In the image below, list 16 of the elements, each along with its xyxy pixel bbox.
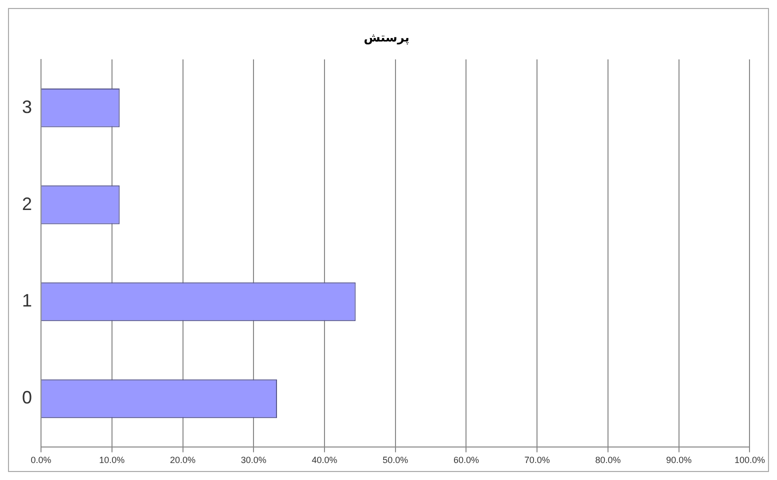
x-tick-label: 30.0% <box>240 455 266 466</box>
x-tick-label: 50.0% <box>382 455 408 466</box>
x-tick-label: 10.0% <box>99 455 125 466</box>
y-tick-label: 0 <box>22 388 32 408</box>
x-tick-label: 100.0% <box>734 455 766 466</box>
x-tick-label: 70.0% <box>524 455 550 466</box>
y-tick-label: 2 <box>22 194 32 214</box>
x-tick-label: 0.0% <box>30 455 52 466</box>
x-tick-label: 20.0% <box>170 455 196 466</box>
x-tick-label: 80.0% <box>595 455 621 466</box>
x-tick-label: 40.0% <box>312 455 338 466</box>
x-tick-label: 60.0% <box>453 455 480 466</box>
y-tick-label: 3 <box>22 96 32 117</box>
x-tick-label: 90.0% <box>666 455 692 466</box>
y-tick-label: 1 <box>22 290 32 311</box>
chart-title: پرستش <box>364 30 410 44</box>
